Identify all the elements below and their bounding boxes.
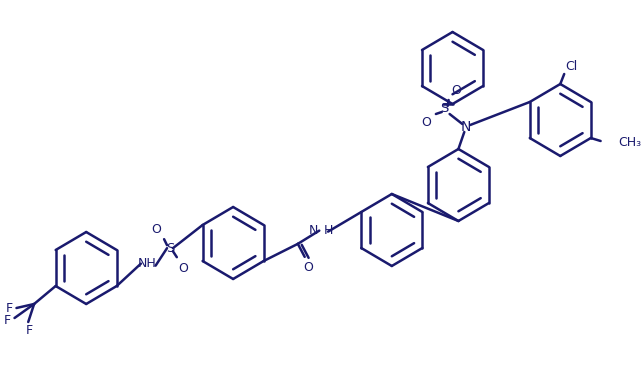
Text: O: O — [451, 83, 461, 97]
Text: CH₃: CH₃ — [618, 135, 641, 149]
Text: H: H — [324, 224, 334, 237]
Text: F: F — [6, 303, 13, 315]
Text: O: O — [304, 261, 314, 274]
Text: F: F — [26, 324, 33, 338]
Text: N: N — [461, 120, 471, 134]
Text: F: F — [4, 314, 11, 326]
Text: S: S — [440, 103, 449, 115]
Text: O: O — [178, 262, 187, 275]
Text: N: N — [309, 224, 318, 237]
Text: NH: NH — [137, 257, 156, 270]
Text: S: S — [166, 242, 174, 255]
Text: O: O — [151, 223, 161, 236]
Text: O: O — [421, 115, 431, 129]
Text: Cl: Cl — [565, 59, 577, 73]
